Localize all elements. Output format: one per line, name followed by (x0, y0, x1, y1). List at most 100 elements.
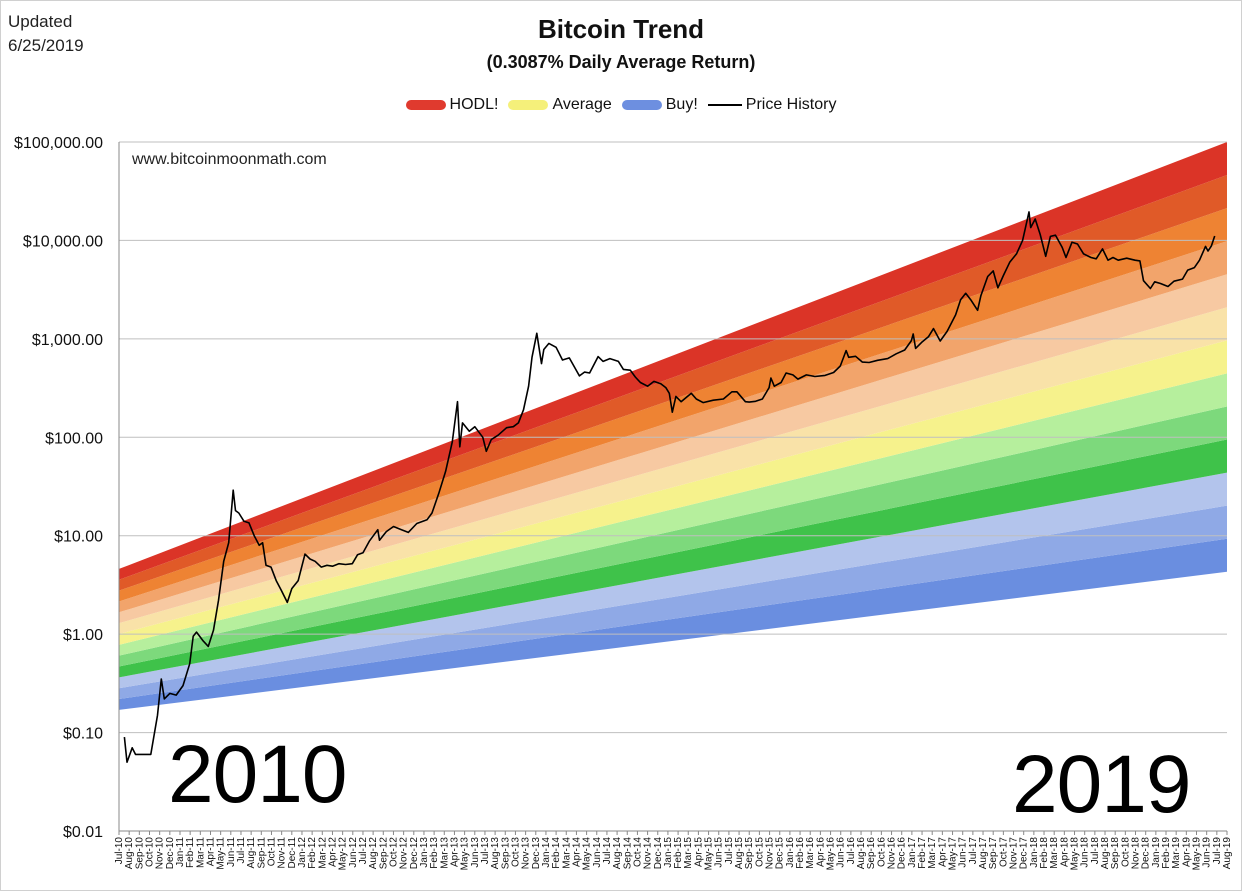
x-tick-label: Sep-12 (378, 837, 389, 870)
x-tick-label: Jan-14 (541, 837, 552, 868)
y-tick-label: $1.00 (63, 627, 103, 644)
legend-item-price-history: Price History (707, 96, 837, 114)
x-tick-label: Aug-14 (612, 837, 623, 870)
y-tick-label: $10.00 (54, 529, 103, 546)
x-tick-label: Aug-13 (490, 837, 501, 870)
x-tick-label: Apr-19 (1181, 837, 1192, 867)
legend-swatch-price-history (707, 104, 742, 106)
x-tick-label: Nov-13 (521, 837, 532, 870)
x-tick-label: Jun-15 (714, 837, 725, 868)
chart-subtitle: (0.3087% Daily Average Return) (486, 52, 756, 72)
legend-label-price-history: Price History (745, 96, 837, 113)
x-tick-label: Apr-13 (449, 837, 460, 867)
x-tick-label: Feb-14 (551, 837, 562, 869)
rainbow-band-4 (119, 406, 1227, 667)
x-tick-label: Jun-13 (470, 837, 481, 868)
x-tick-label: Jul-14 (602, 837, 613, 865)
x-tick-label: Feb-13 (429, 837, 440, 869)
x-tick-label: Jan-15 (663, 837, 674, 868)
x-tick-label: Jun-18 (1080, 837, 1091, 868)
x-tick-label: Jul-10 (114, 837, 125, 865)
y-tick-label: $0.10 (63, 726, 103, 743)
rainbow-band-0 (119, 538, 1227, 710)
x-tick-label: May-16 (826, 837, 837, 871)
x-tick-label: Sep-17 (988, 837, 999, 870)
x-tick-label: Mar-16 (805, 837, 816, 869)
legend-swatch-hodl (405, 100, 446, 110)
x-tick-label: Dec-14 (653, 837, 664, 870)
y-tick-label: $100.00 (45, 430, 103, 447)
y-tick-label: $10,000.00 (23, 233, 103, 250)
rainbow-band-10 (119, 208, 1227, 602)
x-tick-label: Nov-15 (765, 837, 776, 870)
x-tick-label: May-14 (582, 837, 593, 871)
website-watermark: www.bitcoinmoonmath.com (132, 151, 327, 168)
x-tick-label: Jun-11 (226, 837, 237, 867)
rainbow-bands (119, 142, 1227, 710)
x-tick-label: Nov-16 (887, 837, 898, 870)
x-tick-label: Oct-12 (388, 837, 399, 867)
x-tick-label: Feb-16 (795, 837, 806, 869)
x-tick-label: Jan-11 (175, 837, 186, 867)
legend-swatch-average (508, 100, 549, 110)
x-tick-label: Jul-13 (480, 837, 491, 865)
x-tick-label: Jun-14 (592, 837, 603, 868)
updated-label: Updated (8, 12, 73, 31)
x-tick-label: Oct-16 (876, 837, 887, 867)
x-tick-label: Oct-10 (144, 837, 155, 867)
x-tick-label: May-12 (338, 837, 349, 871)
legend-item-average: Average (508, 96, 612, 114)
x-tick-label: Nov-18 (1131, 837, 1142, 870)
x-tick-label: Sep-15 (744, 837, 755, 870)
x-tick-label: Jan-18 (1029, 837, 1040, 868)
x-tick-label: Dec-18 (1141, 837, 1152, 870)
x-tick-label: Aug-12 (368, 837, 379, 870)
x-tick-label: Dec-10 (165, 837, 176, 870)
x-tick-label: Jun-17 (958, 837, 969, 868)
year-overlay-right: 2019 (1012, 739, 1191, 830)
rainbow-band-12 (119, 142, 1227, 580)
updated-date: 6/25/2019 (8, 36, 84, 55)
x-tick-label: Jul-16 (846, 837, 857, 865)
x-tick-label: Aug-19 (1222, 837, 1233, 870)
x-tick-label: Feb-11 (185, 837, 196, 868)
x-tick-label: Jan-19 (1151, 837, 1162, 868)
x-tick-label: Jul-12 (358, 837, 369, 865)
x-tick-label: Oct-13 (510, 837, 521, 867)
price-history-line (123, 211, 1216, 763)
x-tick-label: Aug-17 (978, 837, 989, 870)
x-tick-label: Nov-10 (155, 837, 166, 870)
x-tick-label: Aug-11 (246, 837, 257, 869)
legend-label-buy: Buy! (665, 96, 698, 113)
x-tick-label: Oct-15 (754, 837, 765, 867)
x-tick-label: Oct-18 (1120, 837, 1131, 867)
year-overlay-left: 2010 (168, 729, 347, 820)
y-tick-labels: $0.01 $0.10 $1.00 $10.00 $100.00 $1,000.00 $10… (14, 135, 103, 841)
legend-item-hodl: HODL! (405, 96, 499, 114)
x-tick-label: Mar-11 (195, 837, 206, 868)
x-tick-label: Sep-14 (622, 837, 633, 870)
legend-label-hodl: HODL! (449, 96, 499, 113)
legend-swatch-buy (621, 100, 662, 110)
x-tick-label: Jan-12 (297, 837, 308, 868)
x-tick-label: Nov-11 (277, 837, 288, 869)
x-tick-label: Mar-17 (927, 837, 938, 869)
x-tick-label: Jul-19 (1212, 837, 1223, 865)
x-tick-label: Dec-17 (1019, 837, 1030, 870)
x-tick-label: Sep-18 (1110, 837, 1121, 870)
x-tick-label: Dec-13 (531, 837, 542, 870)
x-tick-label: Aug-18 (1100, 837, 1111, 870)
x-tick-label: Mar-19 (1171, 837, 1182, 869)
x-tick-label: Mar-13 (439, 837, 450, 869)
x-tick-label: Jul-17 (968, 837, 979, 865)
rainbow-band-3 (119, 439, 1227, 678)
x-tick-label: Dec-11 (287, 837, 298, 869)
x-tick-label: May-18 (1070, 837, 1081, 871)
updated-note: Updated 6/25/2019 (8, 10, 84, 58)
x-tick-label: Jan-16 (785, 837, 796, 868)
x-tick-label: Nov-14 (643, 837, 654, 870)
x-tick-label: Apr-17 (937, 837, 948, 867)
x-tick-label: Apr-18 (1059, 837, 1070, 867)
rainbow-band-11 (119, 175, 1227, 591)
